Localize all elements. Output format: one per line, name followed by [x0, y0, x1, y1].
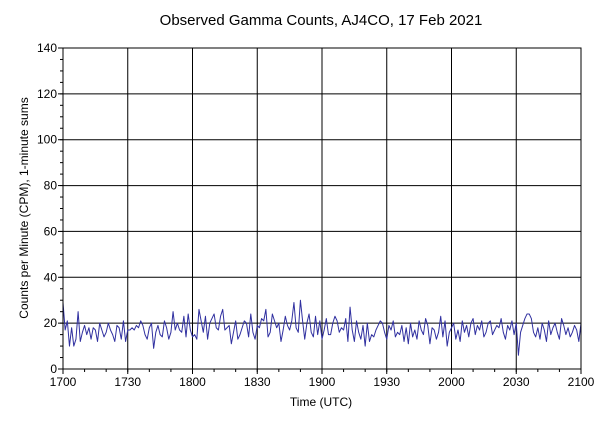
- y-tick-label: 80: [44, 179, 58, 193]
- y-tick-label: 60: [44, 224, 58, 238]
- x-axis-title: Time (UTC): [290, 395, 352, 409]
- axis-ticks: [58, 47, 582, 374]
- x-tick-label: 1900: [309, 375, 336, 389]
- y-tick-label: 20: [44, 316, 58, 330]
- x-tick-label: 1730: [114, 375, 141, 389]
- x-tick-label: 1830: [244, 375, 271, 389]
- y-tick-label: 100: [37, 133, 57, 147]
- x-tick-label: 1800: [179, 375, 206, 389]
- grid-lines: [63, 48, 581, 369]
- plot-frame: [62, 47, 582, 370]
- x-tick-label: 1930: [373, 375, 400, 389]
- x-tick-label: 1700: [50, 375, 77, 389]
- y-tick-label: 40: [44, 270, 58, 284]
- y-axis-title: Counts per Minute (CPM), 1-minute sums: [17, 97, 31, 318]
- x-tick-label: 2030: [503, 375, 530, 389]
- tick-labels: 1700 1730 1800 1830 1900 1930 2000 2030 2100 0 20 4…: [37, 41, 595, 389]
- x-tick-label: 2100: [568, 375, 595, 389]
- y-tick-label: 120: [37, 87, 57, 101]
- chart-title: Observed Gamma Counts, AJ4CO, 17 Feb 202…: [160, 12, 483, 29]
- x-tick-label: 2000: [438, 375, 465, 389]
- y-tick-label: 0: [50, 362, 57, 376]
- y-tick-label: 140: [37, 41, 57, 55]
